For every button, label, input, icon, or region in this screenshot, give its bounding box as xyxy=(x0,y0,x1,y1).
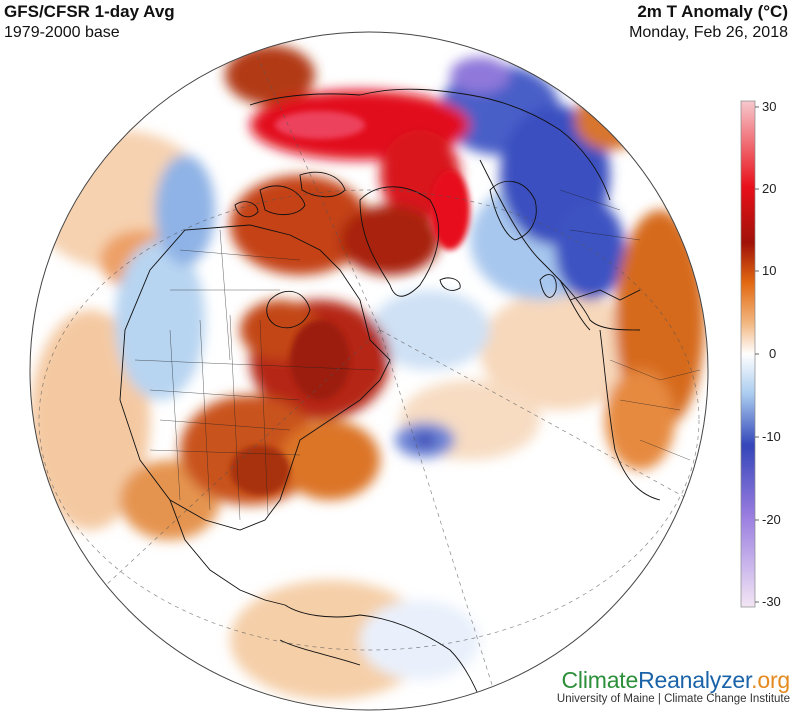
chart-title: GFS/CFSR 1-day Avg xyxy=(4,2,175,21)
logo-institution: University of Maine | Climate Change Ins… xyxy=(556,693,790,705)
colorbar-tick-label: -20 xyxy=(762,512,781,527)
colorbar-tick-label: 30 xyxy=(762,99,777,114)
colorbar-tick-label: 0 xyxy=(769,346,777,361)
colorbar-tick-label: -30 xyxy=(762,594,781,609)
colorbar xyxy=(740,100,756,608)
date-label: Monday, Feb 26, 2018 xyxy=(629,24,788,41)
chart-subtitle: 1979-2000 base xyxy=(4,24,120,41)
anomaly-field xyxy=(30,32,708,710)
colorbar-tick-label: -10 xyxy=(762,429,781,444)
climate-reanalyzer-logo: ClimateReanalyzer.org University of Main… xyxy=(557,668,790,707)
colorbar-tickmarks xyxy=(755,106,759,603)
colorbar-tick-label: 20 xyxy=(762,181,777,196)
globe-outline xyxy=(29,31,709,711)
variable-title: 2m T Anomaly (°C) xyxy=(637,2,788,21)
coastlines xyxy=(119,88,661,710)
logo-word-reanalyzer: Reanalyzer xyxy=(638,667,752,693)
logo-word-climate: Climate xyxy=(561,667,639,693)
logo-word-org: .org xyxy=(751,667,790,693)
political-borders xyxy=(134,189,701,521)
colorbar-tick-label: 10 xyxy=(762,263,777,278)
graticule xyxy=(38,39,700,710)
